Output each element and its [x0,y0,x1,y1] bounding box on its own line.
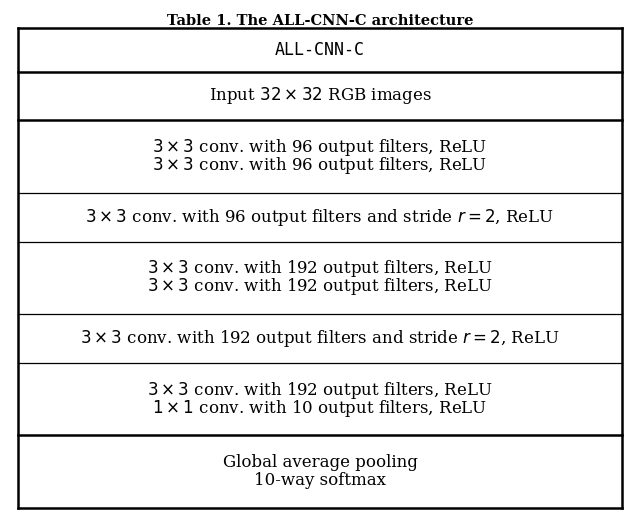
Text: Global average pooling: Global average pooling [223,454,417,471]
Text: Input $32 \times 32$ RGB images: Input $32 \times 32$ RGB images [209,86,431,106]
Text: $3 \times 3$ conv. with 96 output filters, ReLU: $3 \times 3$ conv. with 96 output filter… [152,155,488,176]
Text: ALL-CNN-C: ALL-CNN-C [275,41,365,59]
Text: $3 \times 3$ conv. with 96 output filters and stride $r = 2$, ReLU: $3 \times 3$ conv. with 96 output filter… [85,207,555,228]
Text: $3 \times 3$ conv. with 192 output filters, ReLU: $3 \times 3$ conv. with 192 output filte… [147,259,493,279]
Text: 10-way softmax: 10-way softmax [254,472,386,489]
Text: $3 \times 3$ conv. with 192 output filters, ReLU: $3 \times 3$ conv. with 192 output filte… [147,380,493,400]
Text: Table 1. The ALL-CNN-C architecture: Table 1. The ALL-CNN-C architecture [167,14,473,28]
Text: $3 \times 3$ conv. with 96 output filters, ReLU: $3 \times 3$ conv. with 96 output filter… [152,137,488,158]
Text: $1 \times 1$ conv. with 10 output filters, ReLU: $1 \times 1$ conv. with 10 output filter… [152,398,488,418]
Text: $3 \times 3$ conv. with 192 output filters, ReLU: $3 \times 3$ conv. with 192 output filte… [147,277,493,297]
Text: $3 \times 3$ conv. with 192 output filters and stride $r = 2$, ReLU: $3 \times 3$ conv. with 192 output filte… [80,328,560,349]
